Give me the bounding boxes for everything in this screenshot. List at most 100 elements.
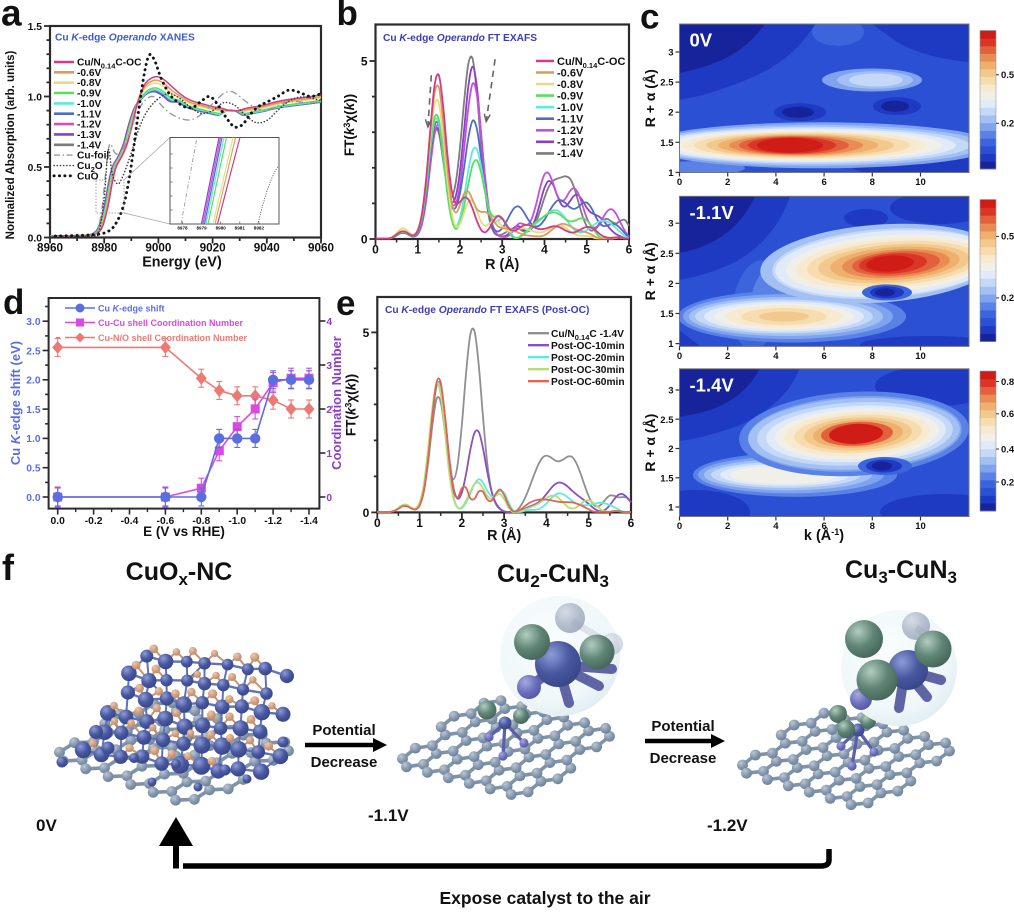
svg-text:Post-OC-60min: Post-OC-60min	[551, 377, 625, 388]
svg-text:2: 2	[725, 521, 730, 532]
svg-text:-1.1V: -1.1V	[368, 806, 409, 825]
svg-text:3.0: 3.0	[26, 317, 41, 328]
svg-text:0V: 0V	[36, 816, 57, 835]
svg-text:6: 6	[821, 351, 826, 362]
svg-text:0.5: 0.5	[1001, 70, 1014, 81]
svg-text:-1.3V: -1.3V	[557, 137, 584, 149]
svg-text:Coordination Number: Coordination Number	[329, 336, 344, 470]
svg-text:1: 1	[326, 449, 332, 460]
svg-text:R (Å): R (Å)	[487, 527, 521, 544]
svg-text:5: 5	[363, 326, 370, 340]
svg-text:6: 6	[821, 521, 826, 532]
svg-text:1.5: 1.5	[26, 405, 41, 416]
svg-text:4: 4	[773, 177, 779, 188]
svg-text:FT(k3χ(k)): FT(k3χ(k))	[342, 94, 357, 156]
svg-text:1: 1	[668, 168, 674, 179]
svg-text:-0.8V: -0.8V	[557, 79, 584, 91]
svg-text:3: 3	[668, 48, 673, 59]
svg-text:Normalized Absorption (arb. un: Normalized Absorption (arb. units)	[5, 50, 17, 239]
svg-text:5: 5	[361, 55, 368, 69]
svg-text:-1.1V: -1.1V	[77, 109, 102, 120]
svg-text:9040: 9040	[254, 242, 281, 255]
svg-text:0: 0	[677, 351, 682, 362]
svg-text:2: 2	[326, 405, 332, 416]
svg-text:1: 1	[668, 503, 674, 514]
svg-text:10: 10	[915, 351, 926, 362]
svg-text:8980: 8980	[216, 226, 227, 231]
svg-text:-1.4V: -1.4V	[557, 148, 584, 160]
svg-text:0: 0	[326, 493, 332, 504]
svg-text:3: 3	[501, 516, 508, 530]
svg-text:0: 0	[677, 177, 682, 188]
svg-text:8960: 8960	[37, 242, 64, 255]
svg-text:1: 1	[668, 339, 674, 350]
svg-text:R (Å): R (Å)	[485, 256, 519, 273]
svg-text:-0.6V: -0.6V	[77, 68, 102, 79]
svg-text:0.2: 0.2	[1001, 477, 1014, 488]
svg-text:c: c	[640, 0, 659, 37]
svg-text:0.0: 0.0	[26, 493, 41, 504]
svg-text:0: 0	[374, 516, 381, 530]
svg-text:-1.2V: -1.2V	[557, 125, 584, 137]
svg-text:Cu2-CuN3: Cu2-CuN3	[497, 560, 609, 591]
svg-text:Cu2O: Cu2O	[77, 161, 103, 174]
svg-text:0.0: 0.0	[28, 233, 43, 244]
svg-text:6: 6	[821, 177, 826, 188]
svg-text:5: 5	[585, 516, 592, 530]
svg-text:2: 2	[668, 108, 673, 119]
svg-text:5: 5	[583, 243, 590, 257]
svg-text:-0.8V: -0.8V	[77, 78, 102, 89]
svg-text:0.4: 0.4	[1001, 444, 1014, 455]
svg-text:3: 3	[499, 243, 506, 257]
svg-text:Energy (eV): Energy (eV)	[142, 255, 222, 271]
svg-text:CuO: CuO	[77, 171, 99, 182]
svg-text:1.5: 1.5	[660, 473, 674, 484]
svg-text:Post-OC-10min: Post-OC-10min	[551, 341, 625, 352]
svg-text:Cu/N0.14C-OC: Cu/N0.14C-OC	[557, 56, 625, 70]
svg-text:4: 4	[541, 243, 548, 257]
svg-text:8978: 8978	[177, 226, 188, 231]
svg-text:-1.1V: -1.1V	[690, 202, 735, 223]
svg-text:Expose catalyst to the air: Expose catalyst to the air	[439, 888, 650, 908]
svg-text:0.8: 0.8	[1001, 377, 1014, 388]
svg-text:-0.4: -0.4	[121, 516, 139, 527]
svg-text:Post-OC-30min: Post-OC-30min	[551, 365, 625, 376]
svg-text:-0.9V: -0.9V	[557, 90, 584, 102]
svg-text:-0.6V: -0.6V	[557, 67, 584, 79]
svg-text:d: d	[3, 283, 24, 322]
svg-text:Cu K-edge Operando FT EXAFS: Cu K-edge Operando FT EXAFS	[383, 33, 537, 44]
svg-text:1: 1	[416, 516, 423, 530]
svg-text:8981: 8981	[235, 226, 246, 231]
svg-text:6: 6	[626, 243, 633, 257]
svg-text:8982: 8982	[254, 226, 265, 231]
svg-text:9060: 9060	[308, 242, 335, 255]
svg-text:0.5: 0.5	[28, 163, 43, 174]
svg-text:8: 8	[870, 177, 875, 188]
svg-text:0V: 0V	[690, 30, 713, 51]
svg-text:1.0: 1.0	[28, 92, 43, 103]
svg-text:1: 1	[414, 243, 421, 257]
svg-text:2.0: 2.0	[26, 376, 41, 387]
svg-text:0.6: 0.6	[1001, 409, 1014, 420]
svg-text:a: a	[1, 0, 22, 34]
svg-text:-1.4V: -1.4V	[77, 140, 102, 151]
svg-text:4: 4	[543, 516, 550, 530]
svg-text:8: 8	[870, 351, 875, 362]
svg-text:1.0: 1.0	[26, 434, 41, 445]
svg-text:1.5: 1.5	[660, 138, 674, 149]
svg-text:1.5: 1.5	[660, 309, 674, 320]
svg-text:-1.2V: -1.2V	[707, 816, 748, 835]
svg-text:2: 2	[725, 351, 730, 362]
svg-text:E (V vs RHE): E (V vs RHE)	[143, 524, 225, 539]
svg-text:CuOx-NC: CuOx-NC	[126, 558, 233, 589]
svg-text:2: 2	[457, 243, 464, 257]
svg-text:2: 2	[725, 177, 730, 188]
svg-text:-0.6: -0.6	[157, 516, 175, 527]
svg-text:0: 0	[363, 506, 370, 520]
svg-text:0.5: 0.5	[1001, 232, 1014, 243]
svg-text:4: 4	[773, 521, 779, 532]
svg-text:2: 2	[668, 279, 673, 290]
svg-text:R + α (Å): R + α (Å)	[642, 414, 658, 472]
svg-text:R + α (Å): R + α (Å)	[642, 69, 658, 127]
svg-text:2.5: 2.5	[26, 346, 41, 357]
